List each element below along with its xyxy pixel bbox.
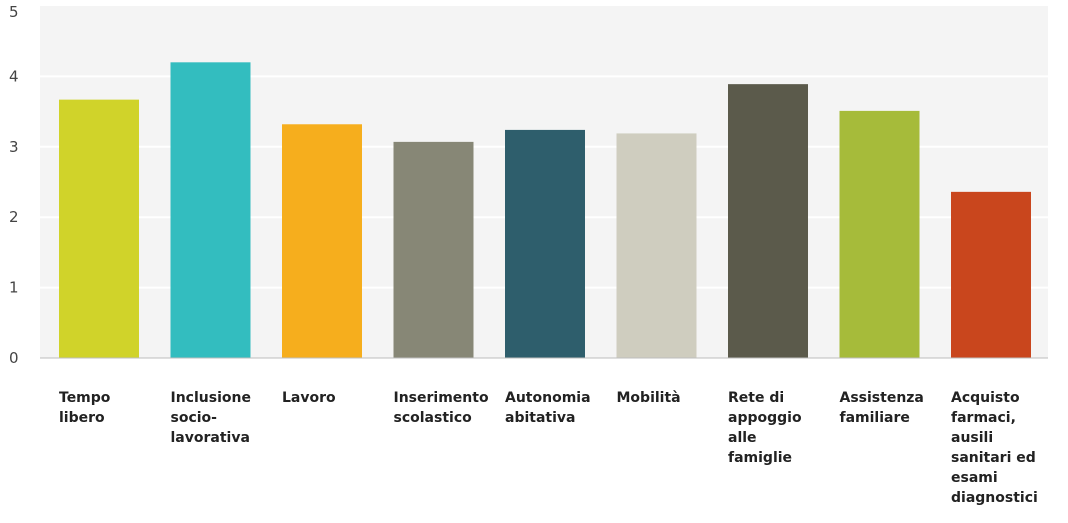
- x-tick-label: Inserimento scolastico: [393, 390, 489, 426]
- y-tick-label: 2: [9, 208, 19, 226]
- bar: [616, 133, 697, 358]
- x-tick-label: Mobilità: [616, 390, 681, 406]
- y-tick-label: 4: [9, 67, 19, 85]
- bar: [59, 99, 139, 358]
- y-tick-label: 1: [9, 279, 19, 297]
- bar: [505, 129, 585, 358]
- x-tick-label: Rete di appoggio alle famiglie: [728, 390, 802, 466]
- bar: [839, 110, 920, 359]
- bar: [170, 62, 251, 358]
- y-tick-label: 0: [9, 349, 19, 367]
- x-tick-label: Autonomia abitativa: [505, 390, 591, 426]
- x-tick-label: Tempo libero: [59, 390, 111, 426]
- bar: [393, 141, 474, 358]
- x-tick-label: Lavoro: [282, 390, 336, 406]
- y-tick-label: 3: [9, 138, 19, 156]
- bars: [59, 62, 1031, 359]
- bar: [951, 191, 1031, 358]
- x-tick-label: Assistenza familiare: [839, 390, 924, 426]
- x-tick-label: Inclusione socio- lavorativa: [170, 390, 251, 446]
- y-axis-ticks: 0 1 2 3 4 5: [9, 3, 19, 367]
- x-tick-label: Acquisto farmaci, ausili sanitari ed esa…: [951, 390, 1038, 506]
- bar: [282, 124, 362, 358]
- x-axis-labels: Tempo libero Inclusione socio- lavorativa…: [0, 388, 1068, 523]
- y-tick-label: 5: [9, 3, 19, 21]
- bar: [728, 84, 808, 359]
- bar-chart: 0 1 2 3 4 5: [9, 3, 1048, 367]
